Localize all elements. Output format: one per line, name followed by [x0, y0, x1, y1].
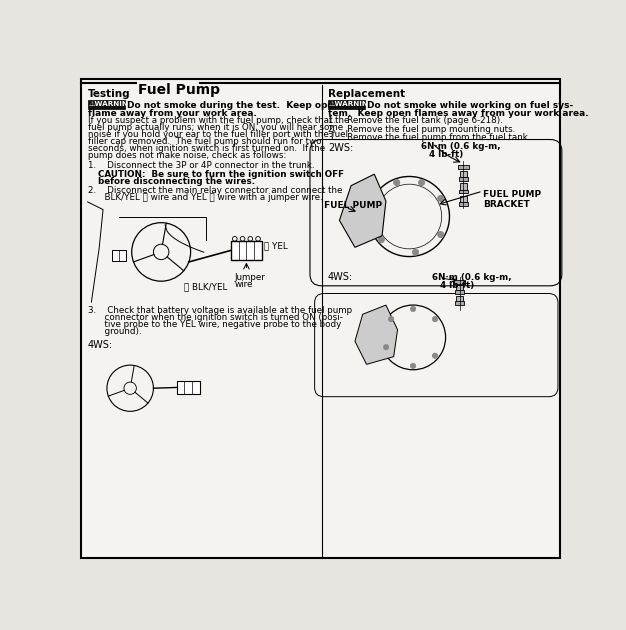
Circle shape [413, 249, 419, 255]
Text: If you suspect a problem with the fuel pump, check that the: If you suspect a problem with the fuel p… [88, 117, 349, 125]
Text: FUEL PUMP: FUEL PUMP [324, 201, 382, 210]
Text: 3.    Remove the fuel pump from the fuel tank.: 3. Remove the fuel pump from the fuel ta… [328, 134, 530, 142]
Text: 4 lb-ft): 4 lb-ft) [440, 281, 475, 290]
Bar [460, 171, 466, 177]
Text: 1.    Disconnect the 3P or 4P connector in the trunk.: 1. Disconnect the 3P or 4P connector in … [88, 161, 314, 170]
Bar [455, 301, 464, 305]
Circle shape [383, 345, 389, 350]
Circle shape [378, 237, 384, 243]
Bar [460, 196, 466, 202]
Circle shape [433, 316, 438, 322]
Polygon shape [355, 305, 398, 364]
Bar [459, 177, 468, 181]
Bar [328, 100, 365, 109]
Text: Testing: Testing [88, 89, 130, 100]
Bar [455, 290, 464, 294]
Text: 4WS:: 4WS: [328, 272, 353, 282]
Text: FUEL PUMP
BRACKET: FUEL PUMP BRACKET [483, 190, 541, 209]
Text: filler cap removed.  The fuel pump should run for two: filler cap removed. The fuel pump should… [88, 137, 321, 146]
Text: 6N·m (0.6 kg-m,: 6N·m (0.6 kg-m, [433, 273, 512, 282]
Text: wire: wire [235, 280, 253, 289]
Text: Do not smoke during the test.  Keep open: Do not smoke during the test. Keep open [127, 101, 340, 110]
Text: seconds, when ignition switch is first turned on.  If the: seconds, when ignition switch is first t… [88, 144, 325, 153]
Text: 4 lb-ft): 4 lb-ft) [429, 149, 463, 159]
Bar [459, 190, 468, 193]
Bar [459, 202, 468, 206]
Text: flame away from your work area.: flame away from your work area. [88, 110, 257, 118]
Text: noise if you hold your ear to the fuel filler port with the fuel: noise if you hold your ear to the fuel f… [88, 130, 347, 139]
Bar [456, 285, 463, 291]
Bar [231, 241, 262, 260]
Circle shape [410, 363, 416, 369]
Circle shape [410, 306, 416, 312]
Text: Jumper: Jumper [235, 273, 265, 282]
Text: ⓦ YEL: ⓦ YEL [264, 241, 288, 250]
Text: tive probe to the YEL wire, negative probe to the body: tive probe to the YEL wire, negative pro… [88, 319, 341, 329]
Text: Do not smoke while working on fuel sys-: Do not smoke while working on fuel sys- [367, 101, 573, 110]
Circle shape [372, 201, 378, 207]
Circle shape [419, 180, 424, 186]
Bar [177, 381, 200, 394]
Text: pump does not make noise, check as follows:: pump does not make noise, check as follo… [88, 151, 286, 160]
Text: 2.    Disconnect the main relay connector and connect the: 2. Disconnect the main relay connector a… [88, 186, 342, 195]
Text: fuel pump actually runs; when it is ON, you will hear some: fuel pump actually runs; when it is ON, … [88, 123, 342, 132]
Bar [456, 296, 463, 302]
Bar [454, 280, 465, 284]
Circle shape [388, 316, 394, 322]
Text: before disconnecting the wires.: before disconnecting the wires. [98, 177, 255, 186]
Bar [88, 100, 125, 109]
Text: connector when the ignition switch is turned ON (posi-: connector when the ignition switch is tu… [88, 312, 342, 322]
Text: ground).: ground). [88, 326, 141, 336]
Text: BLK/YEL ⓤ wire and YEL ⓦ wire with a jumper wire.: BLK/YEL ⓤ wire and YEL ⓦ wire with a jum… [88, 193, 322, 202]
Circle shape [394, 180, 400, 186]
Bar [460, 183, 466, 190]
Text: 2WS:: 2WS: [328, 144, 353, 153]
Text: CAUTION:  Be sure to furn the ignition switch OFF: CAUTION: Be sure to furn the ignition sw… [98, 170, 344, 180]
Text: 1.    Remove the fuel tank (page 6-218).: 1. Remove the fuel tank (page 6-218). [328, 117, 503, 125]
Polygon shape [339, 174, 386, 248]
Circle shape [433, 353, 438, 358]
Bar [458, 165, 469, 169]
Text: Fuel Pump: Fuel Pump [138, 83, 220, 97]
Circle shape [438, 195, 444, 202]
Text: 3.    Check that battery voltage is available at the fuel pump: 3. Check that battery voltage is availab… [88, 306, 352, 315]
Text: 2.    Remove the fuel pump mounting nuts.: 2. Remove the fuel pump mounting nuts. [328, 125, 515, 134]
Bar [112, 250, 126, 261]
Text: ⚠WARNING: ⚠WARNING [88, 101, 134, 108]
Text: ⚠WARNING: ⚠WARNING [329, 101, 374, 108]
Text: 6N·m (0.6 kg-m,: 6N·m (0.6 kg-m, [421, 142, 500, 151]
Text: 4WS:: 4WS: [88, 340, 113, 350]
Text: Replacement: Replacement [328, 89, 405, 100]
Text: ⓤ BLK/YEL: ⓤ BLK/YEL [185, 283, 228, 292]
Circle shape [438, 232, 444, 238]
Text: tem.  Keep open flames away from your work area.: tem. Keep open flames away from your wor… [328, 110, 588, 118]
